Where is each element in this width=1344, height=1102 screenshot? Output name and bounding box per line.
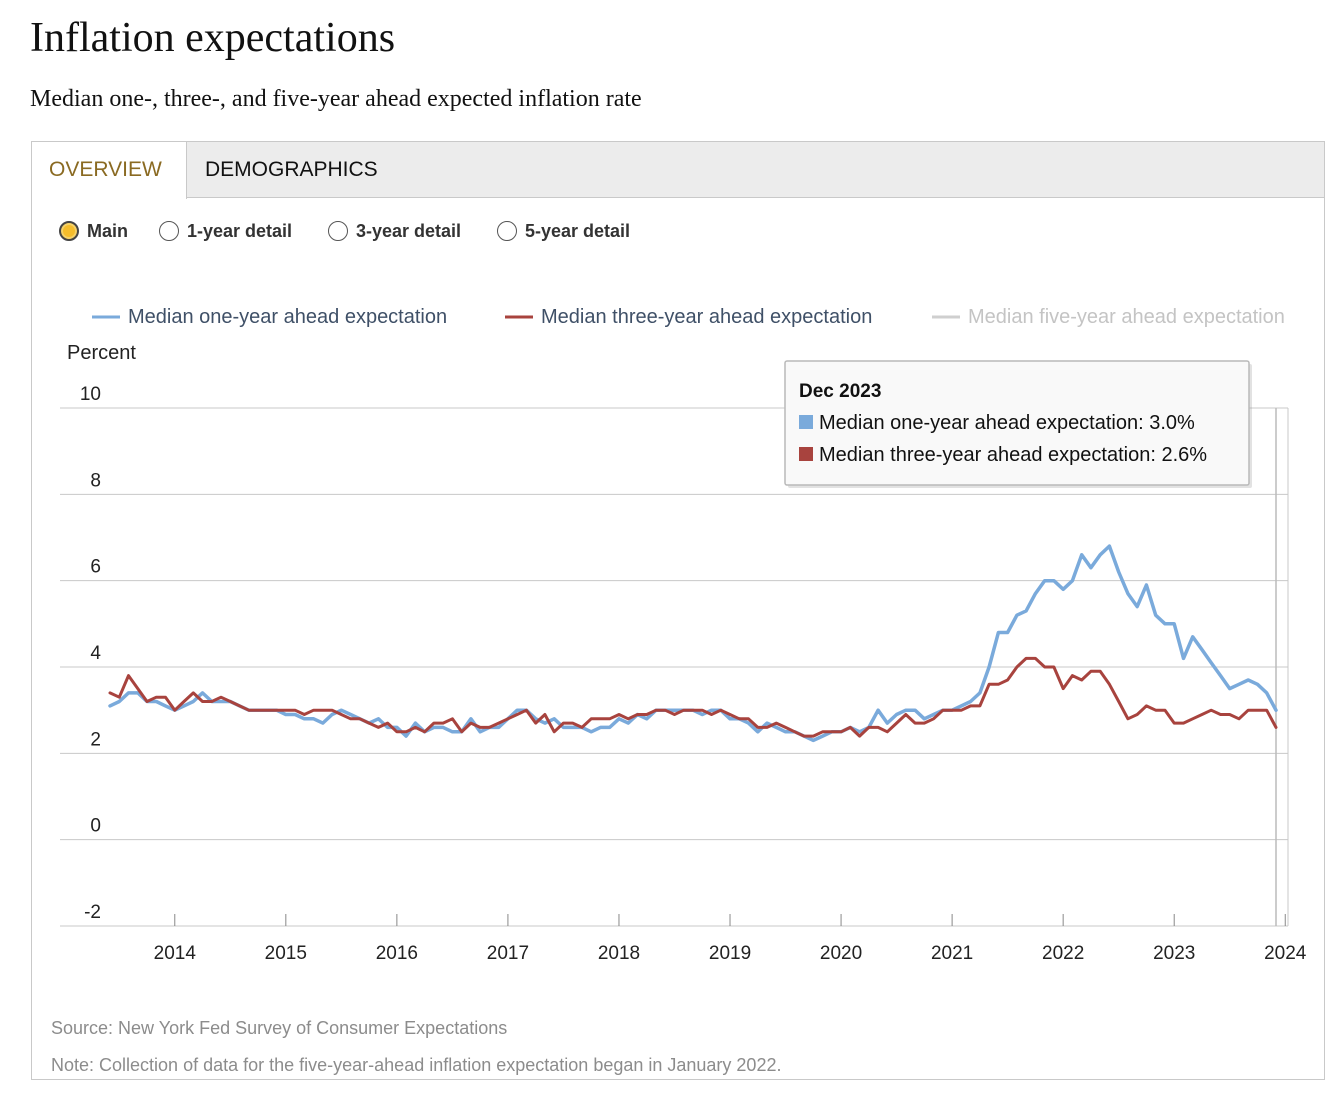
- y-tick-label: 4: [90, 643, 101, 664]
- tooltip-swatch: [799, 415, 813, 429]
- x-tick-label: 2016: [376, 943, 418, 964]
- x-tick-label: 2024: [1264, 943, 1307, 964]
- x-tick-label: 2014: [154, 943, 197, 964]
- radio-1-year-detail-label: 1-year detail: [187, 220, 293, 241]
- three-year-series-line: [108, 656, 1278, 738]
- radio-5-year-detail[interactable]: 5-year detail: [497, 217, 630, 245]
- legend-item: Median three-year ahead expectation: [541, 306, 872, 328]
- y-axis-title: Percent: [67, 342, 136, 364]
- page-subtitle: Median one-, three-, and five-year ahead…: [30, 86, 642, 112]
- inflation-line-chart: Percent 10 8 6 4 2 0 -2 2014 2015 2016 2017 2018 2019…: [60, 306, 1307, 964]
- x-tick-label: 2020: [820, 943, 862, 964]
- y-tick-label: 6: [90, 557, 101, 578]
- y-tick-label: 0: [90, 816, 101, 837]
- radio-3-year-detail[interactable]: 3-year detail: [328, 217, 461, 245]
- radio-main[interactable]: Main: [59, 217, 128, 245]
- page-title: Inflation expectations: [30, 15, 396, 61]
- y-tick-label: 10: [80, 384, 101, 405]
- source-note: Source: New York Fed Survey of Consumer …: [51, 1018, 508, 1038]
- x-tick-label: 2015: [265, 943, 307, 964]
- data-note: Note: Collection of data for the five-ye…: [51, 1055, 782, 1075]
- x-tick-label: 2022: [1042, 943, 1084, 964]
- tooltip-row: Median one-year ahead expectation: 3.0%: [819, 412, 1195, 434]
- tooltip-swatch: [799, 447, 813, 461]
- y-tick-label: 2: [90, 729, 101, 750]
- radio-3-year-detail-label: 3-year detail: [356, 220, 462, 241]
- x-tick-label: 2018: [598, 943, 640, 964]
- x-tick-label: 2021: [931, 943, 973, 964]
- tab-bar: OVERVIEW DEMOGRAPHICS: [32, 142, 1324, 199]
- y-tick-label: -2: [84, 902, 101, 923]
- legend-item: Median one-year ahead expectation: [128, 306, 447, 328]
- radio-empty-icon: [159, 221, 179, 241]
- tooltip-row: Median three-year ahead expectation: 2.6…: [819, 444, 1207, 466]
- y-tick-label: 8: [90, 470, 101, 491]
- tab-overview[interactable]: OVERVIEW: [32, 142, 187, 199]
- x-tick-label: 2023: [1153, 943, 1195, 964]
- tooltip-title: Dec 2023: [799, 381, 881, 402]
- x-tick-label: 2019: [709, 943, 751, 964]
- radio-selected-icon: [59, 221, 79, 241]
- radio-empty-icon: [328, 221, 348, 241]
- tab-demographics[interactable]: DEMOGRAPHICS: [205, 158, 378, 181]
- legend-item: Median five-year ahead expectation: [968, 306, 1285, 328]
- radio-5-year-detail-label: 5-year detail: [525, 220, 631, 241]
- radio-empty-icon: [497, 221, 517, 241]
- radio-main-label: Main: [87, 220, 129, 241]
- radio-1-year-detail[interactable]: 1-year detail: [159, 217, 292, 245]
- chart-panel: OVERVIEW DEMOGRAPHICS Main 1-year detail…: [31, 141, 1325, 1080]
- x-tick-label: 2017: [487, 943, 529, 964]
- tooltip-box: [784, 360, 1250, 486]
